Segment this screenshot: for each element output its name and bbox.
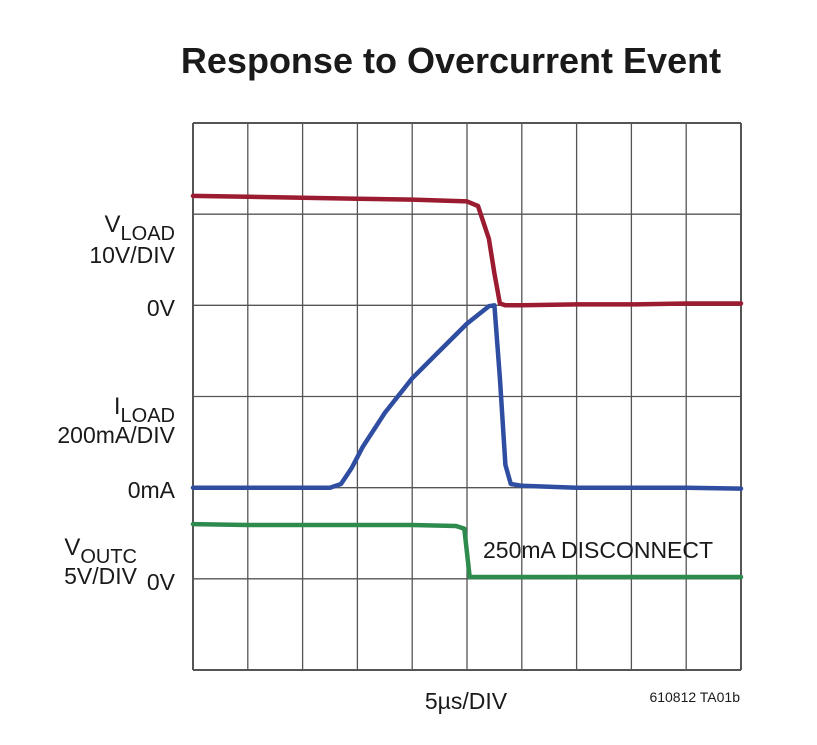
channel-labels: VLOAD10V/DIV0VILOAD200mA/DIV0mAVOUTC5V/D… bbox=[57, 211, 175, 595]
channel-zero-label: 0mA bbox=[128, 477, 176, 503]
channel-name-label: ILOAD bbox=[114, 393, 175, 427]
channel-name-label: VLOAD bbox=[105, 211, 175, 245]
chart-title: Response to Overcurrent Event bbox=[181, 40, 721, 81]
figure-code: 610812 TA01b bbox=[649, 689, 740, 705]
channel-name-label: VOUTC bbox=[64, 534, 137, 568]
channel-zero-label: 0V bbox=[147, 569, 176, 595]
chart-grid bbox=[192, 122, 742, 671]
channel-name: V bbox=[64, 534, 80, 561]
channel-zero-label: 0V bbox=[147, 295, 176, 321]
channel-scale: 200mA/DIV bbox=[57, 422, 175, 448]
channel-subscript: LOAD bbox=[121, 405, 175, 427]
trace-vload bbox=[190, 193, 744, 308]
channel-scale: 10V/DIV bbox=[89, 242, 175, 268]
channel-name: I bbox=[114, 393, 121, 420]
trace-voutc bbox=[190, 521, 744, 580]
disconnect-annotation: 250mA DISCONNECT bbox=[483, 537, 713, 563]
trace-iload bbox=[190, 303, 744, 491]
channel-name: V bbox=[105, 211, 121, 238]
channel-scale: 5V/DIV bbox=[64, 563, 138, 589]
x-axis-label: 5µs/DIV bbox=[425, 688, 508, 714]
chart-traces bbox=[190, 193, 744, 580]
channel-subscript: LOAD bbox=[121, 223, 175, 245]
channel-subscript: OUTC bbox=[80, 546, 137, 568]
